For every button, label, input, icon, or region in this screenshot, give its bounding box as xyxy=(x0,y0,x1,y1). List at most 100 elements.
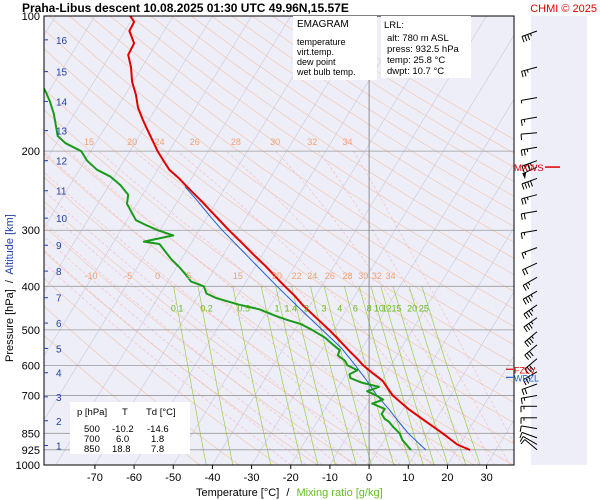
mixing-ratio-label: 0.1 xyxy=(171,303,184,313)
wind-barb xyxy=(524,331,538,347)
wind-barb-feather xyxy=(525,312,531,318)
series-temperature-line xyxy=(127,16,471,451)
adiabat-label: -10 xyxy=(84,271,97,281)
adiabat-label: 0 xyxy=(155,271,160,281)
table-cell: 850 xyxy=(84,444,100,455)
wind-barb-staff xyxy=(522,262,538,271)
wind-barb-feather xyxy=(528,323,533,329)
mixing-ratio-label: 0.2 xyxy=(200,303,213,313)
altitude-tick-label: 7 xyxy=(56,294,62,305)
wind-barb-staff xyxy=(522,276,538,286)
lrl-heading: LRL: xyxy=(384,20,404,31)
dry-adiabat xyxy=(89,16,514,310)
table-header-td: Td [°C] xyxy=(146,407,176,418)
mixing-ratio-label: 8 xyxy=(367,303,372,313)
table-cell: -10.2 xyxy=(112,424,134,435)
dry-adiabat xyxy=(211,16,514,212)
altitude-tick-label: 11 xyxy=(56,187,67,198)
x-tick-label: 0 xyxy=(366,472,372,484)
y-axis-title-pressure: Pressure [hPa] xyxy=(4,289,16,362)
altitude-tick-label: 2 xyxy=(56,417,62,428)
wind-barb-staff xyxy=(521,247,538,254)
wind-barb-feather xyxy=(527,34,531,41)
wind-barb xyxy=(520,229,538,240)
wind-barb xyxy=(519,431,538,439)
wind-barb-half-feather xyxy=(530,321,534,325)
mixing-ratio-label: 20 xyxy=(407,303,417,313)
brand-credit: CHMI © 2025 xyxy=(530,3,597,15)
dry-adiabat xyxy=(49,16,514,346)
adiabat-label: 30 xyxy=(358,271,368,281)
wind-barb-staff xyxy=(524,331,538,343)
adiabat-label: 28 xyxy=(343,271,353,281)
wind-barb xyxy=(521,66,538,78)
helper-line xyxy=(212,16,487,465)
wind-barb-feather xyxy=(519,425,522,432)
altitude-tick-label: 14 xyxy=(56,97,68,108)
adiabat-label: 26 xyxy=(325,271,335,281)
altitude-tick-label: 15 xyxy=(56,68,68,79)
y-tick-label: 100 xyxy=(22,11,40,23)
wind-barb-feather xyxy=(524,388,528,395)
altitude-tick-label: 10 xyxy=(56,214,68,225)
adiabat-label: 26 xyxy=(190,137,200,147)
wind-barb xyxy=(520,97,538,104)
wind-barb xyxy=(523,304,538,320)
adiabat-label: 30 xyxy=(270,137,280,147)
helper-line xyxy=(44,16,135,165)
wind-barb-half-feather xyxy=(523,397,526,401)
helper-line xyxy=(44,16,174,229)
wind-barb xyxy=(522,290,538,305)
altitude-tick-label: 1 xyxy=(56,442,62,453)
table-cell: 700 xyxy=(84,434,100,445)
table-cell: 18.8 xyxy=(112,444,131,455)
legend-heading: EMAGRAM xyxy=(297,19,349,30)
wind-barb-half-feather xyxy=(530,308,534,312)
adiabat-label: 20 xyxy=(127,137,137,147)
wind-barb xyxy=(522,371,538,386)
wind-barb xyxy=(520,405,537,413)
wind-barb xyxy=(520,394,538,405)
y-tick-label: 600 xyxy=(22,360,40,372)
wind-barb-feather xyxy=(528,310,533,316)
wind-barb-feather xyxy=(523,326,528,333)
wind-barb-feather xyxy=(520,119,523,126)
altitude-tick-label: 12 xyxy=(56,157,68,168)
table-header-t: T xyxy=(122,407,128,418)
adiabat-label: 15 xyxy=(233,271,243,281)
x-tick-label: -40 xyxy=(204,472,220,484)
helper-line xyxy=(44,16,213,293)
wind-barb-staff xyxy=(523,304,538,315)
wind-barb xyxy=(519,425,538,432)
wind-barb-feather xyxy=(528,364,534,371)
wind-barb-feather xyxy=(520,149,523,156)
wind-barb-feather xyxy=(522,285,527,291)
wind-barb xyxy=(520,146,538,156)
helper-line xyxy=(133,16,409,465)
wind-barb-feather xyxy=(527,181,531,188)
adiabat-label: 34 xyxy=(386,271,396,281)
wind-barb-feather xyxy=(521,165,525,172)
wind-barb-half-feather xyxy=(523,119,526,123)
wind-barb-feather xyxy=(525,324,531,331)
wind-barb xyxy=(522,262,538,276)
wind-barb-staff xyxy=(521,194,538,200)
y-tick-label: 400 xyxy=(22,281,40,293)
wind-barb-feather xyxy=(524,368,529,374)
wind-barb-staff xyxy=(522,436,538,445)
wind-barb-staff xyxy=(521,394,538,399)
legend-item-temperature: temperature xyxy=(297,37,346,47)
wind-barb xyxy=(520,132,538,141)
y-axis-title-sep: / xyxy=(4,279,16,283)
figure-title: Praha-Libus descent 10.08.2025 01:30 UTC… xyxy=(22,1,349,15)
mixing-ratio-label: 1.4 xyxy=(284,303,297,313)
wind-barb-feather xyxy=(524,341,529,347)
helper-line xyxy=(447,355,514,465)
dry-adiabat xyxy=(191,16,514,227)
x-tick-label: -10 xyxy=(322,472,338,484)
wind-barb-feather xyxy=(520,398,523,405)
mixing-ratio-label: 3 xyxy=(322,303,327,313)
wind-barb-feather xyxy=(525,297,530,304)
